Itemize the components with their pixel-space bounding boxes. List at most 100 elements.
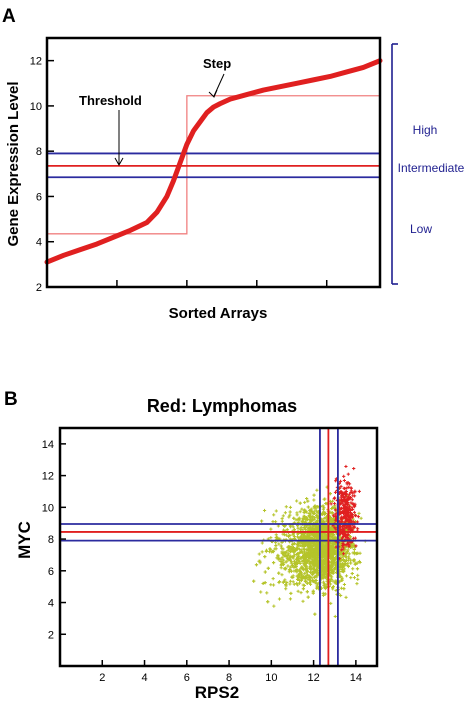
scatter-point: [354, 544, 358, 548]
scatter-point: [300, 559, 304, 563]
panel-a-frame: [45, 36, 382, 289]
scatter-point: [312, 554, 316, 558]
panel-b-x-tick-label: 2: [99, 672, 105, 684]
scatter-point: [329, 577, 333, 582]
scatter-point: [279, 559, 283, 564]
scatter-point: [321, 573, 325, 578]
panel-a: 2 4 6 8 10 12: [30, 36, 398, 294]
scatter-point: [315, 527, 320, 531]
scatter-point: [296, 518, 300, 522]
scatter-point: [311, 552, 315, 556]
scatter-point: [313, 533, 317, 537]
scatter-point: [321, 559, 326, 563]
scatter-point: [323, 497, 327, 501]
scatter-point: [263, 581, 267, 585]
scatter-point: [291, 580, 295, 584]
scatter-point: [331, 570, 335, 574]
scatter-point: [289, 565, 293, 569]
scatter-point: [277, 597, 282, 601]
scatter-point: [283, 511, 287, 515]
scatter-point: [331, 585, 335, 589]
scatter-point: [266, 600, 270, 604]
scatter-point: [341, 550, 345, 554]
scatter-point: [305, 575, 309, 580]
scatter-point: [292, 516, 296, 520]
scatter-point: [300, 565, 304, 569]
scatter-point: [295, 511, 299, 515]
scatter-point: [323, 549, 328, 554]
scatter-point: [342, 587, 346, 591]
scatter-point: [303, 558, 307, 562]
scatter-point: [355, 581, 359, 586]
scatter-point: [284, 560, 288, 564]
scatter-point: [312, 579, 316, 583]
scatter-point: [314, 526, 318, 530]
scatter-point: [303, 515, 307, 519]
scatter-point: [314, 567, 319, 572]
scatter-point: [306, 544, 310, 548]
scatter-point: [274, 541, 278, 545]
scatter-point: [323, 526, 327, 531]
scatter-point: [333, 526, 337, 530]
scatter-point: [344, 558, 348, 563]
scatter-point: [285, 580, 289, 585]
scatter-point: [301, 516, 305, 520]
scatter-point: [342, 552, 346, 556]
scatter-point: [254, 563, 259, 567]
scatter-point: [305, 496, 309, 501]
scatter-point: [351, 551, 355, 555]
scatter-point: [328, 519, 332, 523]
scatter-point: [310, 546, 315, 550]
scatter-point: [311, 590, 315, 594]
scatter-point: [300, 537, 305, 541]
scatter-point: [281, 558, 285, 562]
scatter-point: [257, 552, 261, 556]
scatter-point: [320, 534, 324, 538]
step-arrow-head: [208, 89, 218, 98]
scatter-point: [347, 508, 351, 512]
scatter-point: [309, 548, 314, 553]
scatter-point: [260, 550, 264, 554]
scatter-point: [343, 520, 347, 524]
scatter-point: [329, 573, 333, 577]
scatter-point: [306, 541, 310, 545]
scatter-point: [276, 553, 280, 557]
scatter-point: [269, 527, 273, 531]
scatter-point: [295, 581, 299, 586]
scatter-point: [308, 581, 312, 585]
scatter-point: [356, 551, 360, 555]
scatter-point: [352, 559, 356, 563]
scatter-point: [315, 549, 319, 553]
panel-b-frame: [58, 426, 379, 668]
scatter-point: [356, 577, 360, 581]
scatter-point: [329, 601, 333, 606]
scatter-point: [264, 548, 269, 552]
scatter-point: [282, 533, 287, 537]
scatter-point: [348, 525, 352, 529]
scatter-point: [305, 590, 309, 594]
panel-a-y-tick-label: 2: [36, 282, 42, 294]
scatter-point: [313, 516, 317, 520]
scatter-point: [295, 499, 299, 503]
scatter-point: [331, 552, 335, 556]
scatter-point: [333, 614, 337, 619]
scatter-point: [339, 495, 343, 499]
scatter-point: [298, 556, 303, 560]
scatter-point: [313, 612, 317, 616]
scatter-point: [324, 535, 328, 539]
scatter-point: [280, 556, 284, 560]
scatter-point: [294, 564, 298, 568]
scatter-point: [296, 551, 300, 556]
scatter-point: [274, 533, 278, 537]
scatter-point: [321, 504, 325, 508]
panel-a-y-tick-label: 8: [36, 146, 42, 158]
scatter-point: [303, 525, 307, 529]
scatter-point: [344, 595, 348, 600]
scatter-point: [263, 555, 267, 559]
scatter-point: [330, 541, 334, 546]
scatter-point: [302, 563, 307, 567]
scatter-point: [281, 580, 285, 584]
scatter-point: [291, 542, 295, 547]
scatter-point: [281, 514, 285, 518]
scatter-point: [331, 519, 336, 523]
